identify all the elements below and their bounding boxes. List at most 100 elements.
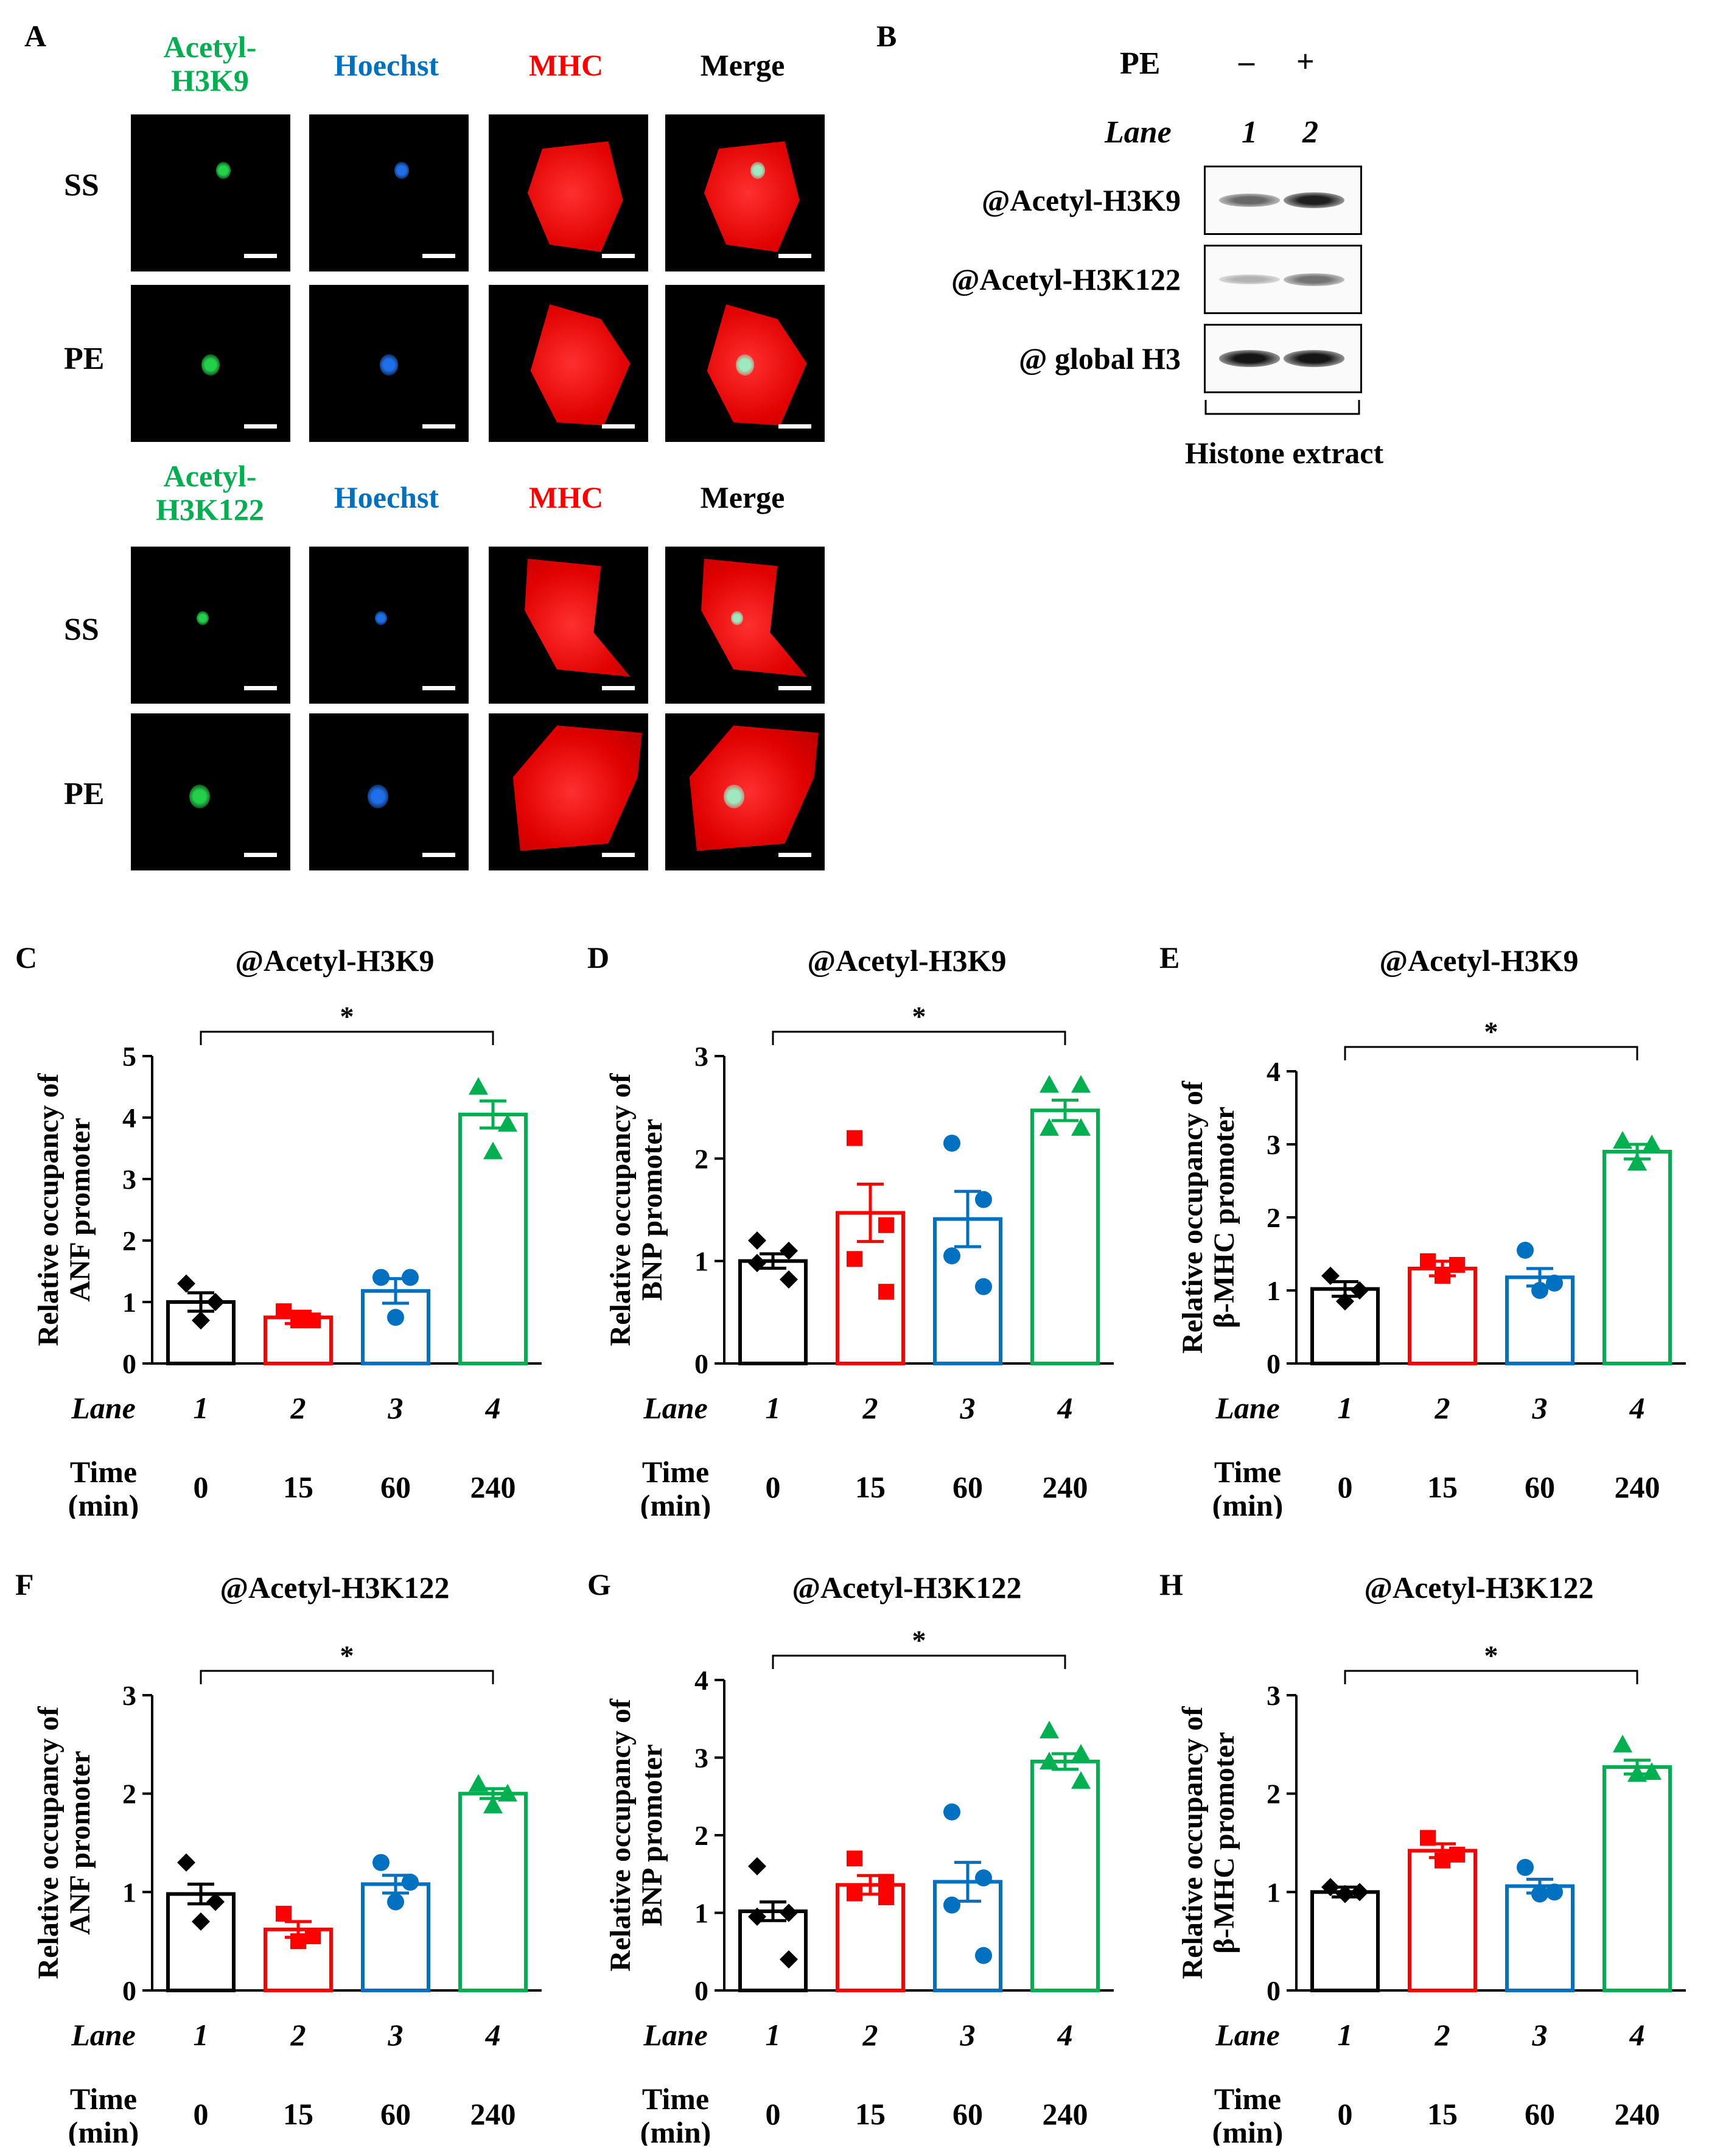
y-tick-label: 2 [122,1225,136,1256]
nucleus [367,785,388,809]
antibody-label-h3k9: @Acetyl-H3K9 [982,183,1181,217]
data-point-lane-1 [1336,1292,1354,1311]
y-axis-label: BNP promoter [636,1744,668,1926]
time-label: Time [1214,1455,1281,1489]
data-point-lane-2 [878,1874,894,1890]
y-tick-label: 3 [122,1164,136,1195]
data-point-lane-3 [372,1269,390,1286]
data-point-lane-1 [748,1254,766,1273]
data-point-lane-1 [780,1903,798,1922]
data-point-lane-1 [206,1892,225,1911]
lane-number: 1 [766,1391,781,1425]
data-point-lane-1 [1321,1878,1340,1897]
data-point-lane-4 [1040,1075,1059,1093]
lane-label: Lane [1215,2018,1280,2052]
treatment-label: PE [1120,46,1161,81]
data-point-lane-4 [1613,1734,1632,1752]
y-tick-label: 1 [1267,1275,1281,1306]
bar-lane-1 [738,1259,808,1366]
y-tick-label: 1 [1267,1877,1281,1908]
data-point-lane-1 [1351,1281,1369,1300]
data-point-lane-3 [1517,1242,1534,1259]
data-point-lane-3 [975,1947,992,1964]
micrograph-h3k122-pe-mhc [489,713,648,870]
scale-bar [602,853,635,857]
cardiomyocyte-cell [512,725,642,851]
y-axis-label: ANF promoter [64,1751,96,1935]
y-tick-label: 4 [1267,1056,1281,1087]
data-point-lane-4 [498,1783,517,1802]
y-axis-label: Relative occupancy of [604,1698,637,1972]
scale-bar [422,686,455,690]
data-point-lane-4 [1040,1751,1059,1769]
row-label-ss-2: SS [64,612,99,647]
y-axis-label: β-MHC promoter [1208,1107,1240,1328]
scale-bar [422,853,455,857]
lane-number: 3 [388,1391,404,1425]
time-value: 240 [1043,2097,1088,2131]
nucleus [394,162,409,179]
chart-title: @Acetyl-H3K122 [220,1570,450,1605]
time-label: Time [1214,2082,1281,2116]
data-point-lane-1 [748,1907,766,1926]
nucleus [750,162,765,179]
micrograph-h3k9-ss-hoechst [309,114,469,271]
data-point-lane-3 [1531,1282,1548,1299]
data-point-lane-3 [1546,1883,1563,1901]
lane-number: 3 [960,2018,976,2052]
bar-lane-1 [738,1909,808,1993]
y-axis-label: Relative occupancy of [1176,1706,1209,1979]
data-point-lane-3 [387,1893,404,1911]
data-point-lane-1 [177,1274,195,1293]
data-point-lane-3 [943,1803,960,1821]
histone-extract-label: Histone extract [1184,436,1384,470]
band-lane-1-global-h3 [1219,350,1280,367]
data-point-lane-3 [943,1896,960,1914]
significance-bracket [200,1670,494,1684]
nucleus [201,354,220,376]
time-value: 0 [766,1470,781,1504]
lane-number: 2 [862,2018,878,2052]
data-point-lane-3 [943,1135,960,1152]
scale-bar [244,686,277,690]
lane-number: 3 [388,2018,404,2052]
data-point-lane-2 [847,1850,862,1867]
panel-b-letter: B [876,19,897,53]
time-label: Time [70,2082,137,2116]
y-tick-label: 0 [1267,1348,1281,1379]
data-point-lane-3 [1546,1275,1563,1292]
y-tick-label: 0 [122,1975,136,2006]
blot-acetyl-h3k9 [1204,166,1362,235]
panel-letter: D [587,940,609,975]
data-point-lane-3 [975,1191,992,1208]
data-point-lane-2 [276,1905,292,1922]
y-axis-label: Relative occupancy of [1176,1080,1209,1354]
significance-bracket [200,1031,494,1045]
y-tick-label: 5 [122,1041,136,1072]
micrograph-h3k9-pe-mhc [489,285,648,442]
bar-lane-4 [1602,1150,1672,1365]
nucleus [736,354,754,376]
y-tick-label: 3 [694,1041,708,1072]
time-label: Time [70,1455,137,1489]
data-point-lane-3 [975,1278,992,1295]
histone-extract-bracket [1204,400,1360,415]
cardiomyocyte-cell [527,141,623,252]
y-tick-label: 4 [122,1102,136,1133]
data-point-lane-1 [192,1311,210,1330]
nucleus [380,354,398,376]
micrograph-h3k122-pe-merge [665,713,825,870]
data-point-lane-2 [847,1130,862,1146]
y-tick-label: 0 [122,1348,136,1379]
chart-title: @Acetyl-H3K122 [792,1570,1022,1605]
data-point-lane-1 [206,1293,225,1311]
scale-bar [602,254,635,258]
nucleus [730,611,743,626]
lane-number: 2 [1435,2018,1450,2052]
data-point-lane-1 [780,1950,798,1969]
time-label: Time [642,1455,709,1489]
bar-lane-4 [1030,1108,1100,1365]
antibody-label-global-h3: @ global H3 [1019,341,1181,376]
significance-star: * [1484,1016,1498,1047]
time-value: 0 [1338,2097,1353,2131]
